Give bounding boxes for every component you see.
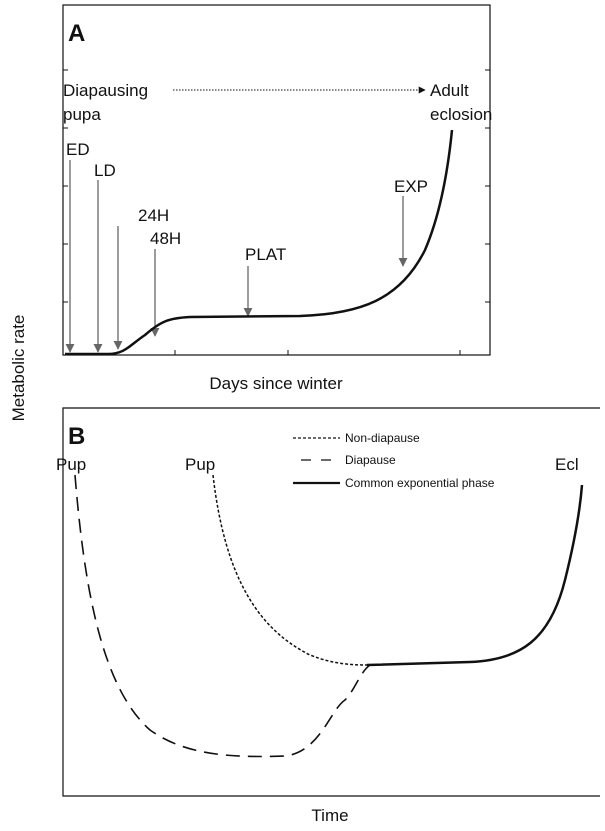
panel-b: B Non-diapause Diapause Common exponenti… [56, 407, 600, 825]
y-axis-label: Metabolic rate [9, 315, 28, 422]
x-axis-label: Time [311, 806, 348, 825]
marker-arrows [65, 160, 408, 353]
panel-label: A [68, 20, 85, 47]
marker-label: 48H [150, 229, 181, 248]
marker-label: EXP [394, 177, 428, 196]
legend-label: Common exponential phase [345, 476, 495, 490]
x-axis-label: Days since winter [209, 374, 343, 393]
frame [62, 4, 491, 356]
end-label: Adult [430, 81, 469, 100]
non-diapause-curve [212, 474, 371, 666]
legend-label: Diapause [345, 453, 396, 467]
start-label: pupa [63, 105, 101, 124]
ticks [63, 69, 490, 355]
panel-a: A Diapausing pupa Adult eclosion ED LD 2… [62, 4, 492, 393]
marker-label: PLAT [245, 245, 286, 264]
frame [62, 407, 600, 797]
start-label: Pup [56, 455, 86, 474]
curve [65, 129, 454, 356]
end-label: Ecl [555, 455, 579, 474]
end-label: eclosion [430, 105, 492, 124]
start-label: Diapausing [63, 81, 148, 100]
legend-label: Non-diapause [345, 431, 420, 445]
diapause-curve [74, 474, 371, 758]
panel-label: B [68, 423, 85, 450]
marker-label: 24H [138, 206, 169, 225]
marker-label: LD [94, 161, 116, 180]
start-label: Pup [185, 455, 215, 474]
marker-label: ED [66, 140, 90, 159]
exponential-curve [366, 484, 584, 667]
